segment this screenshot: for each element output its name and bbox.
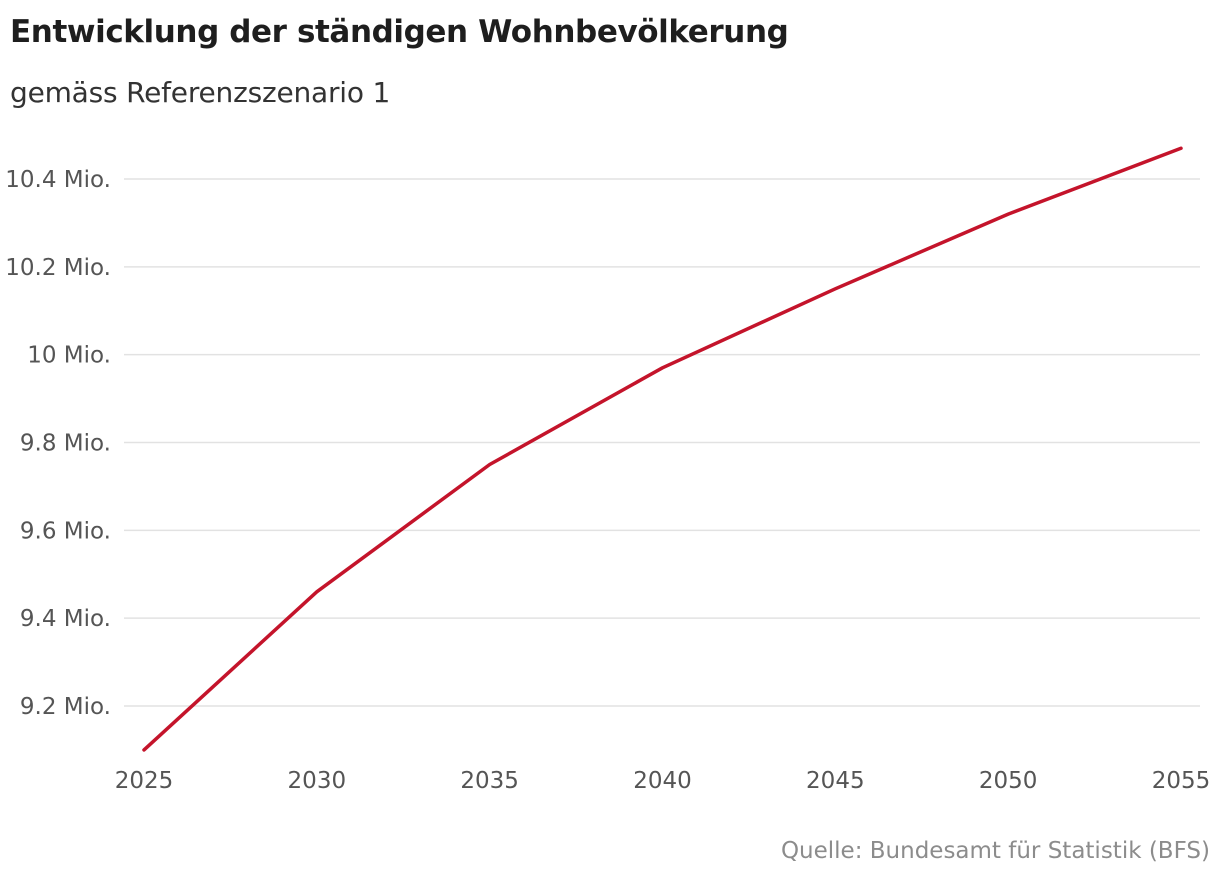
y-tick-label: 10.2 Mio. xyxy=(5,255,111,281)
chart-subtitle: gemäss Referenzszenario 1 xyxy=(10,76,391,109)
y-tick-label: 10.4 Mio. xyxy=(5,167,111,193)
series-layer xyxy=(142,146,1183,752)
y-tick-label: 9.2 Mio. xyxy=(20,694,111,720)
x-tick-label: 2025 xyxy=(115,768,174,794)
y-axis-tick-labels: 9.2 Mio. 9.4 Mio. 9.6 Mio. 9.8 Mio. 10 Mio. 1… xyxy=(5,167,111,720)
x-axis-tick-labels: 2025 2030 2035 2040 2045 2050 2055 xyxy=(115,768,1211,794)
y-tick-label: 10 Mio. xyxy=(27,343,111,369)
x-tick-label: 2050 xyxy=(979,768,1038,794)
gridlines xyxy=(124,178,1200,707)
series-line xyxy=(142,146,1183,752)
x-tick-label: 2055 xyxy=(1152,768,1211,794)
y-tick-label: 9.4 Mio. xyxy=(20,606,111,632)
x-tick-label: 2035 xyxy=(460,768,519,794)
chart-title: Entwicklung der ständigen Wohnbevölkerun… xyxy=(10,14,789,50)
source-note: Quelle: Bundesamt für Statistik (BFS) xyxy=(780,838,1210,864)
x-tick-label: 2030 xyxy=(288,768,347,794)
x-tick-label: 2045 xyxy=(806,768,865,794)
y-tick-label: 9.6 Mio. xyxy=(20,518,111,544)
x-tick-label: 2040 xyxy=(633,768,692,794)
y-tick-label: 9.8 Mio. xyxy=(20,431,111,457)
